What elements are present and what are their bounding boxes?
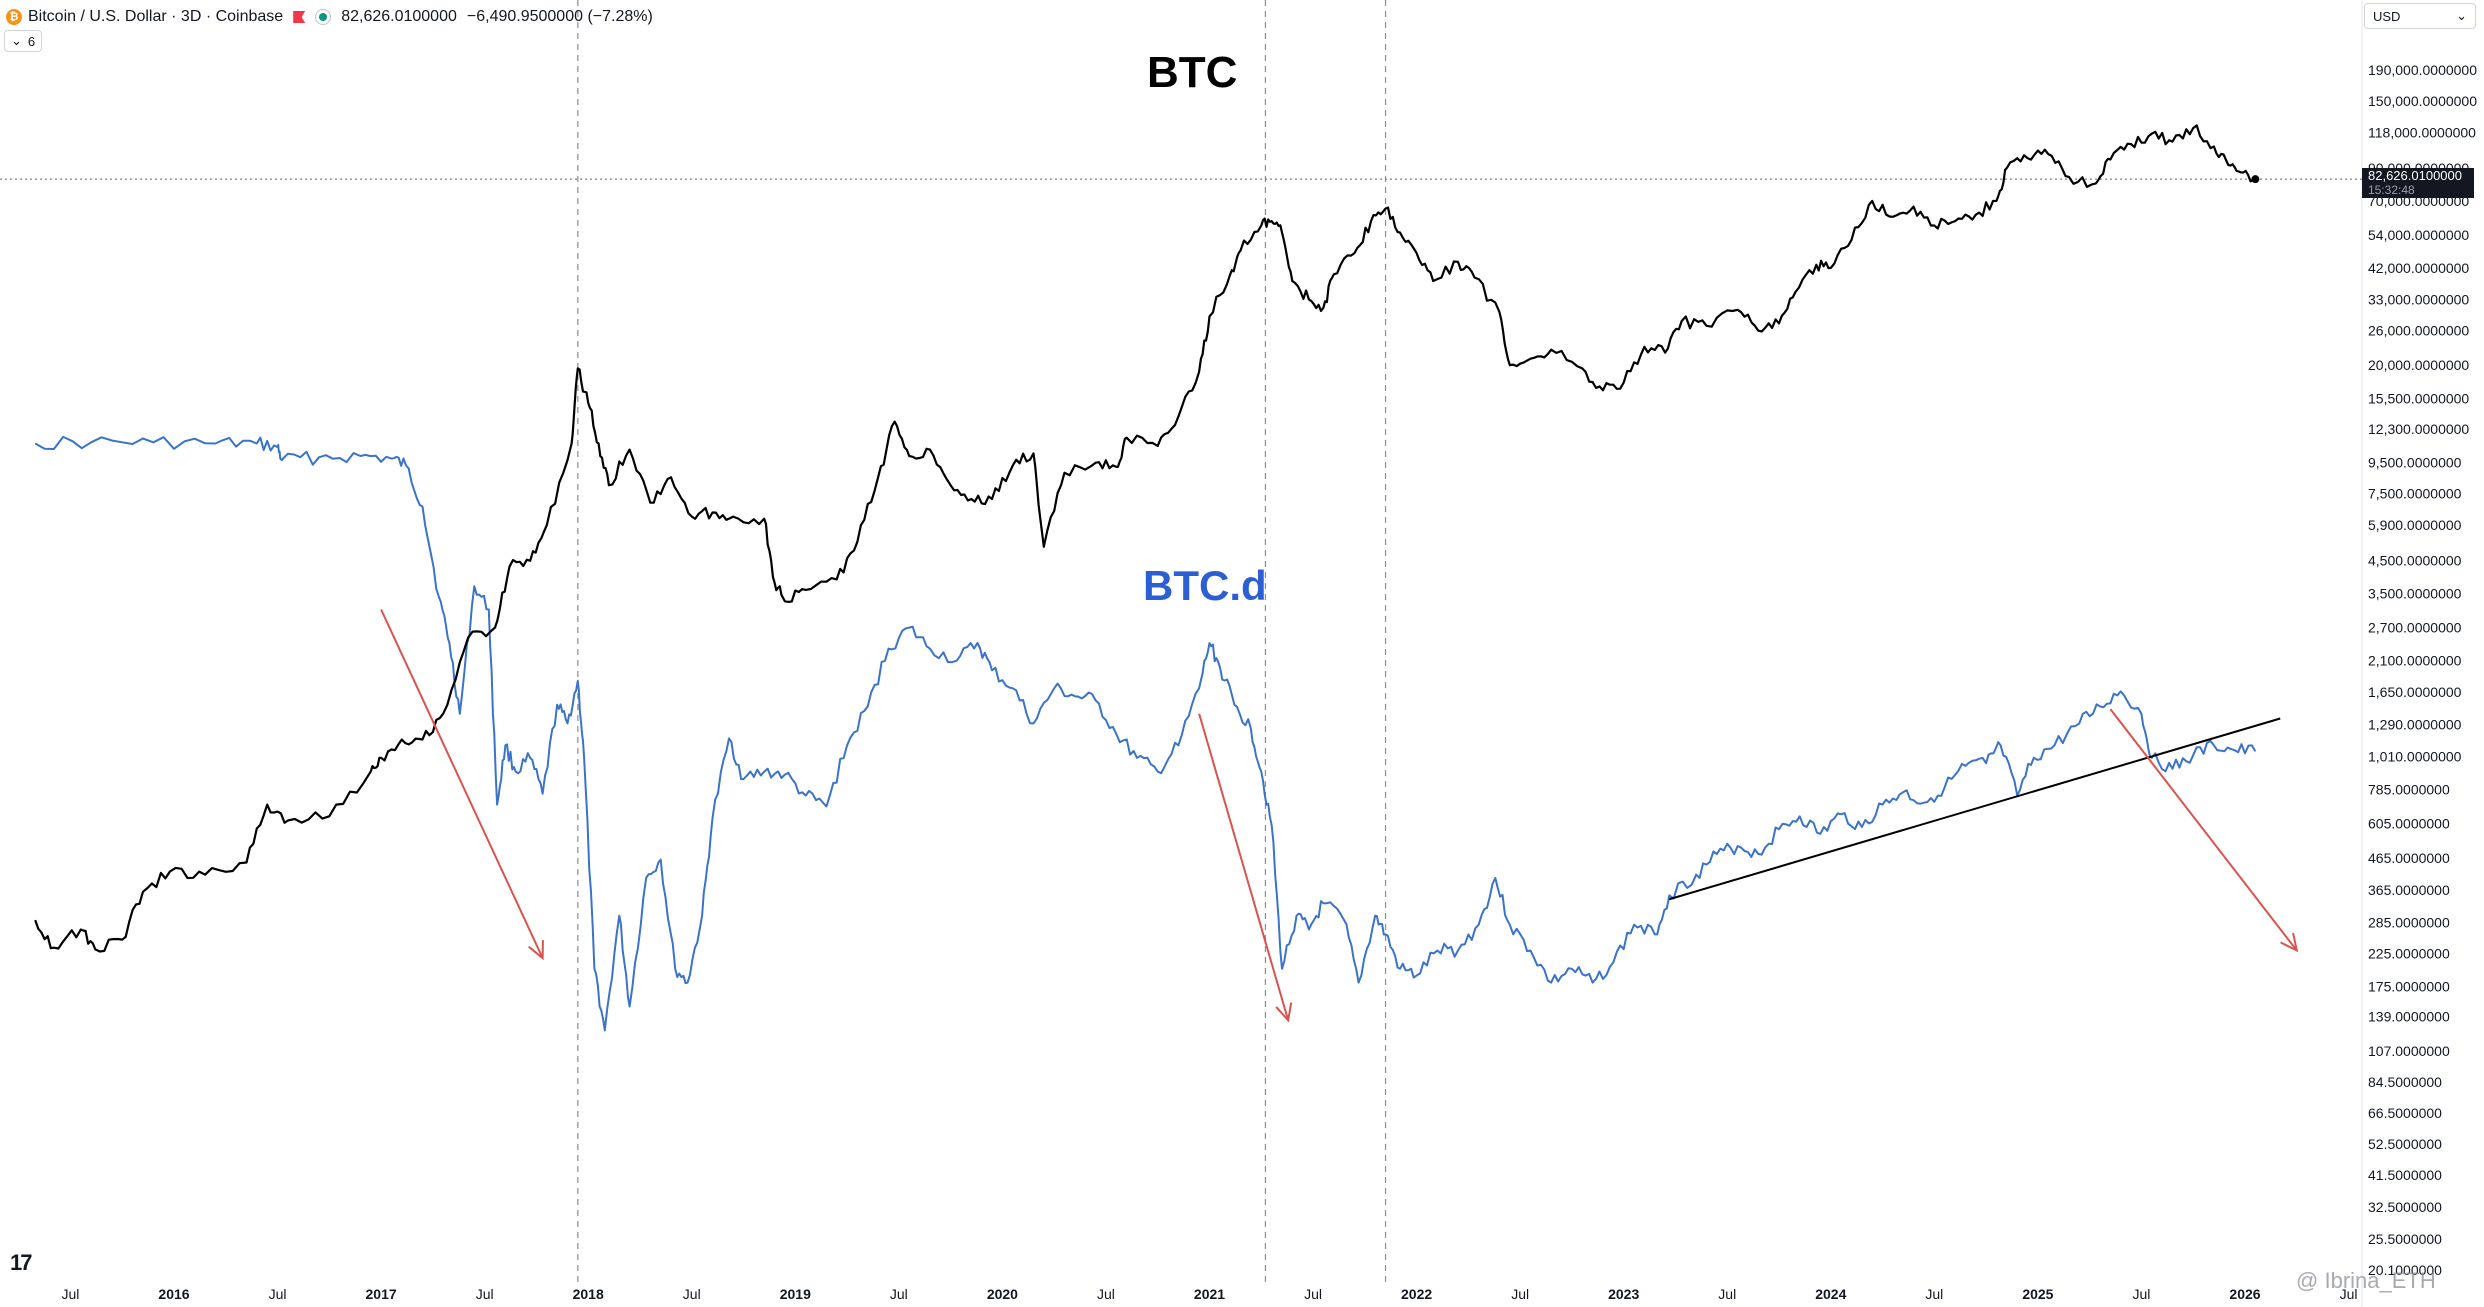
y-tick-label: 190,000.0000000 [2368, 62, 2477, 78]
y-tick-label: 41.5000000 [2368, 1167, 2442, 1183]
y-tick-label: 25.5000000 [2368, 1231, 2442, 1247]
flag-icon[interactable] [293, 11, 306, 23]
x-tick-label: Jul [890, 1286, 908, 1302]
x-tick-label: 2020 [987, 1286, 1018, 1302]
x-tick-label: 2025 [2022, 1286, 2053, 1302]
btcd-label: BTC.d [1143, 562, 1267, 609]
x-tick-label: 2016 [158, 1286, 189, 1302]
indicators-toggle[interactable]: ⌄ 6 [4, 30, 43, 52]
x-tick-label: Jul [61, 1286, 79, 1302]
y-tick-label: 2,100.0000000 [2368, 653, 2462, 669]
x-tick-label: Jul [1304, 1286, 1322, 1302]
x-tick-label: 2017 [366, 1286, 397, 1302]
x-tick-label: Jul [1097, 1286, 1115, 1302]
y-tick-label: 118,000.0000000 [2368, 124, 2476, 140]
y-tick-label: 139.0000000 [2368, 1009, 2450, 1025]
x-tick-label: Jul [1511, 1286, 1529, 1302]
watermark-text: Ibrina_ETH [2324, 1268, 2436, 1293]
y-tick-label: 2,700.0000000 [2368, 620, 2462, 636]
market-status-icon [315, 9, 332, 25]
y-tick-label: 465.0000000 [2368, 850, 2450, 866]
chevron-down-icon: ⌄ [11, 33, 22, 48]
arrowhead-2 [2280, 932, 2299, 953]
y-tick-label: 26,000.0000000 [2368, 323, 2469, 339]
x-tick-label: 2022 [1401, 1286, 1432, 1302]
y-tick-label: 785.0000000 [2368, 782, 2450, 798]
last-price-tag: 82,626.0100000 15:32:48 [2362, 168, 2474, 198]
last-price: 82,626.0100000 [341, 8, 457, 25]
y-tick-label: 4,500.0000000 [2368, 553, 2462, 569]
watermark: @ Ibrina_ETH [2296, 1268, 2436, 1294]
y-tick-label: 54,000.0000000 [2368, 227, 2469, 243]
y-tick-label: 9,500.0000000 [2368, 455, 2462, 471]
down-arrow-2 [2109, 708, 2298, 952]
tradingview-logo-icon[interactable]: 17 [10, 1250, 33, 1275]
btc-series-line [34, 124, 2256, 953]
at-sign-icon: @ [2296, 1268, 2319, 1293]
x-tick-label: Jul [269, 1286, 287, 1302]
y-tick-label: 1,010.0000000 [2368, 749, 2462, 765]
y-tick-label: 15,500.0000000 [2368, 391, 2469, 407]
x-tick-label: 2026 [2229, 1286, 2260, 1302]
x-tick-label: 2018 [573, 1286, 604, 1302]
x-tick-label: Jul [1718, 1286, 1736, 1302]
btc-label: BTC [1147, 48, 1238, 97]
x-tick-label: Jul [2340, 1286, 2358, 1302]
y-tick-label: 285.0000000 [2368, 914, 2450, 930]
y-tick-label: 3,500.0000000 [2368, 586, 2462, 602]
symbol-title[interactable]: Bitcoin / U.S. Dollar · 3D · Coinbase [28, 8, 284, 25]
x-tick-label: Jul [1925, 1286, 1943, 1302]
btcd-trendline [1668, 717, 2281, 901]
y-tick-label: 32.5000000 [2368, 1199, 2442, 1215]
y-tick-label: 107.0000000 [2368, 1043, 2450, 1059]
arrowhead-1 [1275, 1002, 1293, 1023]
y-tick-label: 12,300.0000000 [2368, 421, 2469, 437]
symbol-header: ₿ Bitcoin / U.S. Dollar · 3D · Coinbase … [6, 4, 653, 30]
bitcoin-coin-icon: ₿ [6, 9, 22, 25]
price-tag-countdown: 15:32:48 [2368, 183, 2415, 197]
y-tick-label: 66.5000000 [2368, 1105, 2442, 1121]
currency-label: USD [2373, 8, 2401, 24]
y-tick-label: 5,900.0000000 [2368, 517, 2462, 533]
arrowhead-0 [528, 940, 544, 961]
y-tick-label: 20.1000000 [2368, 1262, 2442, 1278]
price-change: −6,490.9500000 (−7.28%) [466, 8, 653, 25]
y-tick-label: 605.0000000 [2368, 816, 2450, 832]
x-tick-label: 2024 [1815, 1286, 1846, 1302]
btcd-series-line [34, 435, 2257, 1032]
y-tick-label: 42,000.0000000 [2368, 260, 2469, 276]
y-tick-label: 175.0000000 [2368, 978, 2450, 994]
x-tick-label: Jul [476, 1286, 494, 1302]
x-tick-label: Jul [683, 1286, 701, 1302]
currency-selector[interactable]: USD ⌄ [2364, 3, 2476, 29]
y-tick-label: 33,000.0000000 [2368, 291, 2469, 307]
y-tick-label: 1,650.0000000 [2368, 684, 2462, 700]
x-tick-label: Jul [2132, 1286, 2150, 1302]
indicators-count: 6 [27, 33, 36, 49]
btc-last-point [2251, 175, 2260, 184]
y-tick-label: 150,000.0000000 [2368, 93, 2477, 109]
y-tick-label: 225.0000000 [2368, 945, 2450, 961]
x-tick-label: 2019 [780, 1286, 811, 1302]
y-tick-label: 1,290.0000000 [2368, 716, 2462, 732]
y-tick-label: 7,500.0000000 [2368, 486, 2462, 502]
y-tick-label: 365.0000000 [2368, 882, 2450, 898]
y-tick-label: 84.5000000 [2368, 1074, 2442, 1090]
chevron-down-icon: ⌄ [2456, 8, 2467, 23]
x-tick-label: 2023 [1608, 1286, 1639, 1302]
down-arrow-0 [380, 609, 544, 959]
y-tick-label: 52.5000000 [2368, 1136, 2442, 1152]
y-tick-label: 20,000.0000000 [2368, 357, 2469, 373]
down-arrow-1 [1198, 713, 1290, 1021]
price-tag-value: 82,626.0100000 [2368, 168, 2462, 183]
x-tick-label: 2021 [1194, 1286, 1225, 1302]
